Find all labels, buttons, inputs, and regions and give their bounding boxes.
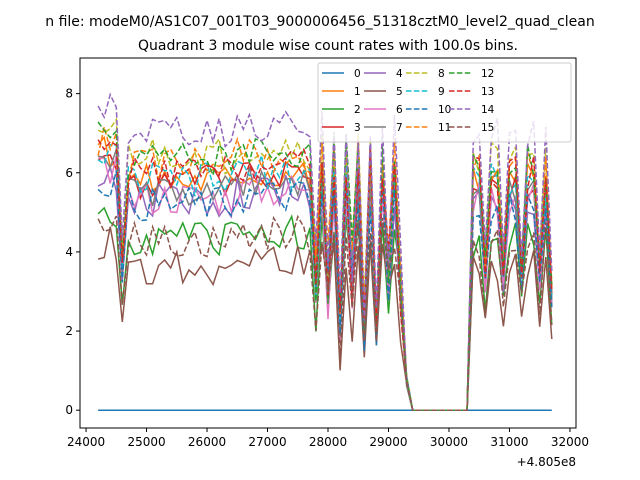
- series-layer: [97, 92, 553, 411]
- legend-label-10: 10: [438, 104, 451, 116]
- x-tick-label: 27000: [248, 435, 286, 449]
- x-tick-label: 31000: [490, 435, 528, 449]
- y-axis: 0 2 4 6 8: [65, 87, 80, 417]
- x-tick-label: 24000: [67, 435, 105, 449]
- y-tick-label: 0: [65, 403, 73, 417]
- series-line-10: [97, 170, 553, 411]
- plot-area: [97, 92, 553, 411]
- x-axis: 24000 25000 26000 27000 28000 29000 30000 31000…: [67, 428, 589, 449]
- legend-label-14: 14: [481, 104, 495, 116]
- legend-label-1: 1: [354, 86, 361, 98]
- chart-title: Quadrant 3 module wise count rates with …: [138, 38, 518, 54]
- legend-label-15: 15: [481, 122, 494, 134]
- legend-label-2: 2: [354, 104, 361, 116]
- legend-label-4: 4: [396, 68, 403, 80]
- figure-suptitle: n file: modeM0/AS1C07_001T03_9000006456_…: [45, 14, 594, 30]
- x-offset-label: +4.805e8: [517, 455, 576, 469]
- y-tick-label: 4: [65, 245, 73, 259]
- x-tick-label: 26000: [188, 435, 226, 449]
- legend-label-0: 0: [354, 68, 361, 80]
- y-tick-label: 2: [65, 324, 73, 338]
- legend-label-8: 8: [438, 68, 445, 80]
- series-line-14: [97, 92, 553, 411]
- legend-label-7: 7: [396, 122, 403, 134]
- x-tick-label: 28000: [309, 435, 347, 449]
- legend-label-5: 5: [396, 86, 403, 98]
- series-line-15: [97, 214, 553, 411]
- legend-box: [317, 62, 572, 143]
- series-line-13: [97, 139, 553, 411]
- series-line-6: [98, 155, 553, 411]
- legend-label-6: 6: [396, 104, 403, 116]
- y-tick-label: 8: [65, 87, 73, 101]
- y-tick-label: 6: [65, 166, 73, 180]
- legend-label-3: 3: [354, 122, 361, 134]
- legend-label-9: 9: [438, 86, 445, 98]
- x-tick-label: 25000: [127, 435, 165, 449]
- x-tick-label: 29000: [369, 435, 407, 449]
- x-tick-label: 32000: [551, 435, 589, 449]
- series-line-8: [97, 117, 553, 411]
- legend-label-13: 13: [481, 86, 494, 98]
- x-tick-label: 30000: [430, 435, 468, 449]
- legend-label-11: 11: [438, 122, 451, 134]
- legend-label-12: 12: [481, 68, 494, 80]
